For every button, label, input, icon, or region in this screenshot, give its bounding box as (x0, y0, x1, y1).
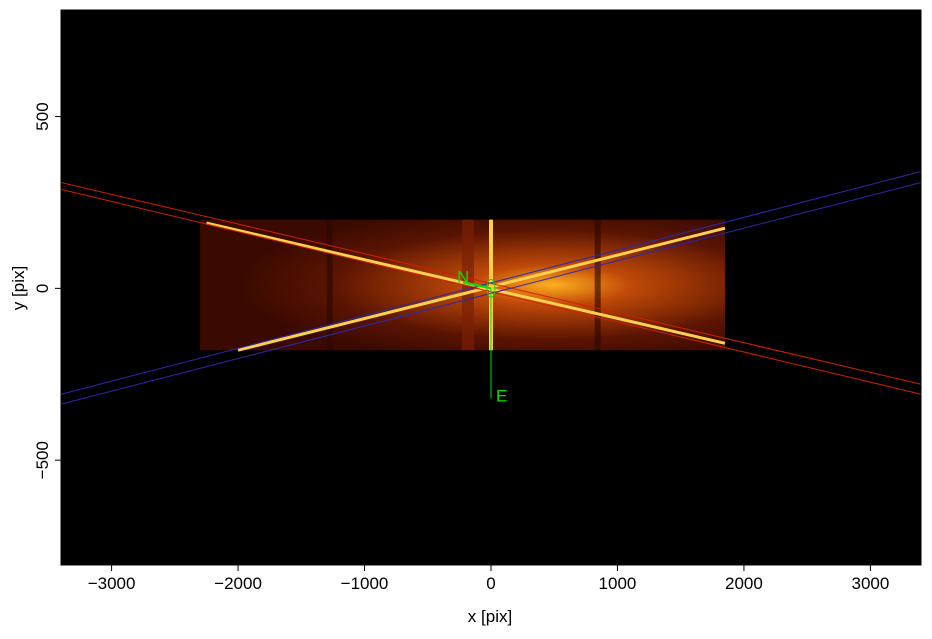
band-stripe (594, 219, 601, 351)
x-tick-label: −3000 (88, 574, 136, 593)
zero-order (489, 219, 493, 351)
overlay-line (61, 171, 921, 395)
x-tick-label: −1000 (341, 574, 389, 593)
y-tick-label: 0 (33, 284, 52, 293)
axes: −3000 −2000 −1000 0 1000 2000 3000 −500 0 500 (33, 9, 922, 593)
compass-north (462, 281, 492, 290)
y-axis-label: y [pix] (9, 266, 28, 310)
compass-marker (486, 278, 496, 298)
annotation: E (496, 386, 507, 405)
y-tick-label: −500 (33, 441, 52, 479)
x-tick-label: −2000 (214, 574, 262, 593)
x-tick-label: 3000 (851, 574, 889, 593)
band-stripe (326, 219, 333, 351)
x-axis-label: x [pix] (468, 607, 512, 626)
x-tick-label: 2000 (725, 574, 763, 593)
annotation: N (457, 267, 469, 286)
x-tick-label: 1000 (599, 574, 637, 593)
x-tick-label: 0 (486, 574, 495, 593)
overlay-lines: NE (61, 171, 921, 405)
y-tick-label: 500 (33, 102, 52, 130)
